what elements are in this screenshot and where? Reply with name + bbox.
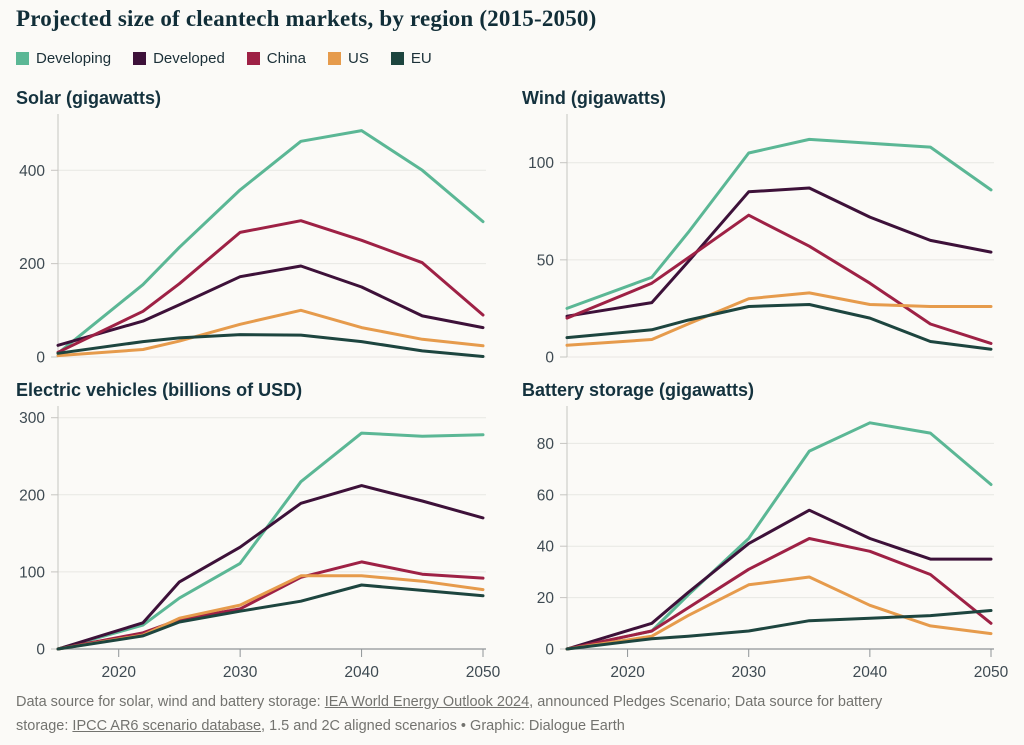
svg-text:2030: 2030 [223,664,258,681]
svg-text:0: 0 [545,350,554,367]
legend-swatch-developing [16,52,29,65]
footer-text-3: storage: [16,718,73,734]
line-developing [565,137,993,310]
page-title: Projected size of cleantech markets, by … [16,6,597,31]
svg-text:2040: 2040 [853,664,888,681]
footer-text-2: , announced Pledges Scenario; Data sourc… [529,694,883,710]
line-eu [565,609,993,651]
legend-label-developing: Developing [36,50,112,67]
line-developing [56,129,485,355]
footer-link-ipcc-ar6-database[interactable]: IPCC AR6 scenario database [72,718,262,734]
legend-swatch-us [327,52,341,65]
line-us [565,575,993,651]
svg-text:2020: 2020 [610,664,645,681]
legend-label-eu: EU [410,50,432,67]
line-developing [56,431,485,651]
footer-source-note: Data source for solar, wind and battery … [16,690,1011,738]
legend-swatch-eu [390,52,404,65]
line-developed [565,186,993,318]
line-eu [565,303,993,351]
solar-chart-title: Solar (gigawatts) [16,88,162,108]
svg-text:100: 100 [19,564,45,581]
line-eu [56,333,485,358]
line-us [56,308,485,358]
legend-item-us: US [327,50,369,67]
svg-text:50: 50 [537,252,555,269]
legend-item-developed: Developed [133,50,225,67]
line-china [56,219,485,354]
svg-text:200: 200 [19,256,45,273]
svg-text:40: 40 [537,539,555,556]
svg-text:80: 80 [537,436,555,453]
solar-chart: 0 200 400 [19,114,486,367]
wind-chart-title: Wind (gigawatts) [522,88,666,108]
footer-text-1: Data source for solar, wind and battery … [16,694,325,710]
legend-item-eu: EU [390,50,432,67]
legend-label-us: US [347,50,369,67]
line-developed [565,508,993,651]
legend-item-developing: Developing [16,50,111,67]
svg-text:300: 300 [19,410,45,427]
footer-text-4: , 1.5 and 2C aligned scenarios • Graphic… [261,718,625,734]
wind-chart: 0 50 100 [528,114,994,367]
legend-swatch-china [246,52,260,65]
line-eu [56,583,485,651]
legend-swatch-developed [133,52,147,65]
legend-item-china: China [246,50,306,67]
svg-text:0: 0 [545,642,554,659]
svg-text:2040: 2040 [344,664,379,681]
svg-text:2050: 2050 [974,664,1009,681]
svg-text:2030: 2030 [731,664,766,681]
battery-chart-title: Battery storage (gigawatts) [522,380,755,400]
svg-text:0: 0 [36,350,45,367]
legend-label-developed: Developed [153,50,225,67]
line-developed [56,484,485,651]
line-china [56,560,485,651]
svg-text:60: 60 [537,487,555,504]
ev-chart: 0 100 200 300 2020 2030 2040 2050 [19,406,501,681]
svg-text:20: 20 [537,590,555,607]
line-developing [565,421,993,651]
line-developed [56,264,485,347]
svg-text:100: 100 [528,155,554,172]
ev-chart-title: Electric vehicles (billions of USD) [16,380,303,400]
footer-link-iea-weo-2024[interactable]: IEA World Energy Outlook 2024 [324,694,530,710]
svg-text:0: 0 [36,642,45,659]
svg-text:2050: 2050 [466,664,501,681]
line-us [565,291,993,347]
svg-text:400: 400 [19,163,45,180]
svg-text:2020: 2020 [101,664,136,681]
line-china [565,213,993,345]
legend-label-china: China [266,50,306,67]
legend: Developing Developed China US EU [16,50,432,67]
line-china [565,537,993,651]
svg-text:200: 200 [19,487,45,504]
